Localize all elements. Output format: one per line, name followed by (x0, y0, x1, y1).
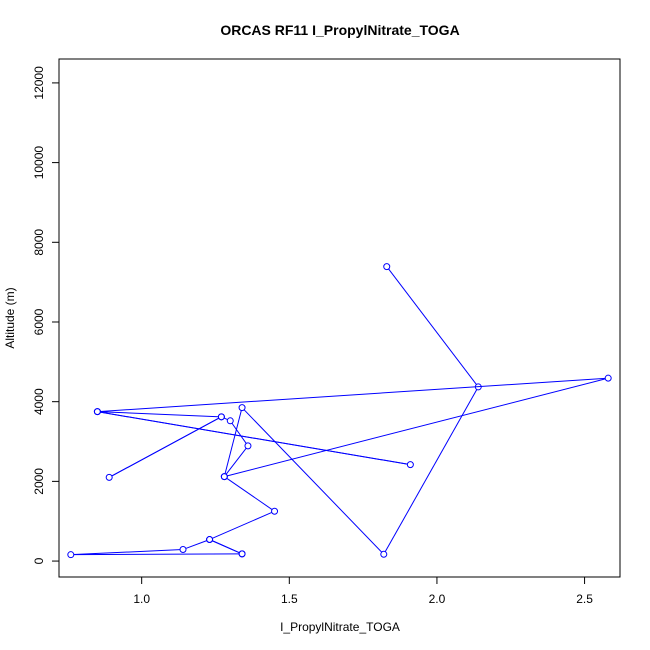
data-point (217, 413, 225, 421)
data-point (220, 473, 228, 481)
x-tick-label: 1.0 (133, 592, 150, 606)
series-segment (100, 377, 606, 412)
y-tick-label: 12000 (32, 66, 46, 100)
data-point (383, 263, 391, 271)
series-segment (384, 389, 478, 552)
data-point (406, 461, 414, 469)
data-point (67, 551, 75, 559)
y-tick-label: 4000 (32, 388, 46, 415)
series-segment (212, 540, 240, 554)
series-segment (224, 410, 242, 474)
series-segment (185, 540, 207, 549)
data-point (93, 408, 101, 416)
y-tick-label: 0 (32, 557, 46, 564)
series-segment (243, 409, 383, 553)
series-segment (223, 417, 228, 421)
x-axis-label: I_PropylNitrate_TOGA (280, 620, 400, 634)
data-point (179, 546, 187, 554)
data-point (105, 473, 113, 481)
data-point (238, 550, 246, 558)
chart-title: ORCAS RF11 I_PropylNitrate_TOGA (220, 22, 459, 38)
data-point (244, 442, 252, 450)
series-segment (73, 553, 240, 556)
series-layer (67, 263, 612, 559)
series-segment (111, 417, 219, 477)
series-segment (227, 378, 606, 477)
series-segment (231, 422, 247, 444)
x-tick-label: 2.0 (429, 592, 446, 606)
y-tick-label: 6000 (32, 308, 46, 335)
plot-frame (58, 58, 621, 578)
data-point (604, 374, 612, 382)
y-tick-label: 2000 (32, 468, 46, 495)
y-axis: 0 2000 4000 6000 8000 10000 12000 (32, 66, 60, 564)
data-point (380, 550, 388, 558)
series-segment (226, 477, 273, 510)
y-tick-label: 8000 (32, 229, 46, 256)
series-segment (225, 447, 247, 475)
x-tick-label: 1.5 (281, 592, 298, 606)
series-segment (388, 268, 477, 385)
y-axis-label: Altitude (m) (3, 287, 17, 348)
data-point (206, 536, 214, 544)
series-segment (100, 411, 219, 418)
x-axis: 1.0 1.5 2.0 2.5 (133, 576, 593, 606)
series-segment (100, 411, 408, 465)
x-tick-label: 2.5 (576, 592, 593, 606)
series-segment (73, 549, 181, 556)
data-point (474, 383, 482, 391)
data-point (226, 417, 234, 425)
y-tick-label: 10000 (32, 146, 46, 180)
data-point (238, 404, 246, 412)
data-point (271, 507, 279, 515)
series-segment (212, 511, 272, 539)
